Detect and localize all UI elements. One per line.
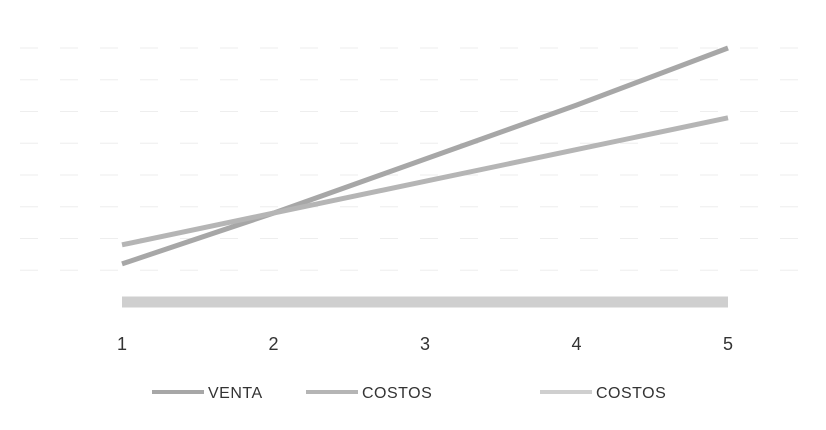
x-axis-tick-labels: 1 2 3 4 5 xyxy=(117,334,733,354)
legend: VENTA COSTOS COSTOS xyxy=(152,385,666,402)
x-tick-label: 1 xyxy=(117,334,127,354)
legend-label: COSTOS xyxy=(596,385,666,402)
grid xyxy=(20,47,806,271)
legend-label: VENTA xyxy=(208,385,263,402)
series-lines xyxy=(121,45,729,308)
series-line-1 xyxy=(121,45,729,267)
x-tick-label: 2 xyxy=(268,334,278,354)
legend-label: COSTOS xyxy=(362,385,432,402)
series-line-2 xyxy=(121,115,729,248)
x-tick-label: 4 xyxy=(571,334,581,354)
x-tick-label: 5 xyxy=(723,334,733,354)
x-tick-label: 3 xyxy=(420,334,430,354)
